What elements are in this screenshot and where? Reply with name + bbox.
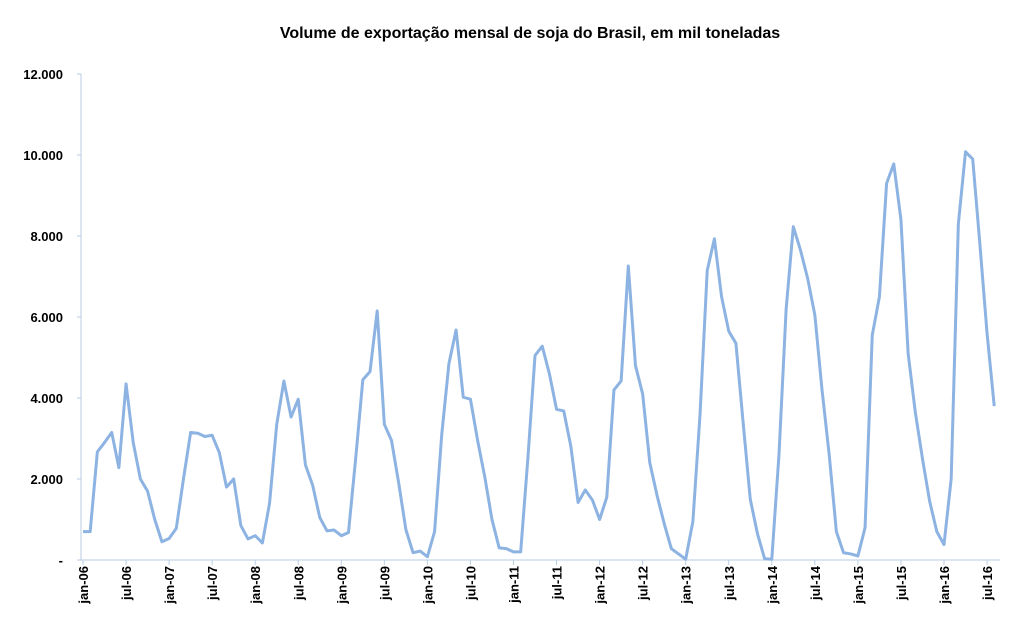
x-tick-label: jul-10 xyxy=(463,566,478,601)
x-tick-label: jan-08 xyxy=(248,566,263,605)
x-tick-label: jul-06 xyxy=(119,566,134,601)
x-tick-label: jul-12 xyxy=(636,566,651,601)
x-tick-label: jul-09 xyxy=(377,566,392,601)
y-tick-label: 10.000 xyxy=(23,148,63,163)
y-tick-label: - xyxy=(59,553,63,568)
x-tick-label: jul-15 xyxy=(894,566,909,601)
x-tick-label: jul-13 xyxy=(722,566,737,601)
x-tick-label: jan-11 xyxy=(507,566,522,604)
x-tick-label: jul-16 xyxy=(980,566,995,601)
x-tick-label: jan-07 xyxy=(162,566,177,605)
y-tick-label: 12.000 xyxy=(23,67,63,82)
y-tick-label: 2.000 xyxy=(30,472,63,487)
x-tick-label: jul-14 xyxy=(808,565,823,601)
x-tick-label: jan-14 xyxy=(765,565,780,604)
y-tick-label: 8.000 xyxy=(30,229,63,244)
data-line xyxy=(83,150,996,561)
x-tick-label: jan-09 xyxy=(334,566,349,605)
x-tick-label: jul-11 xyxy=(550,566,565,600)
x-tick-label: jan-13 xyxy=(679,566,694,605)
x-tick-label: jan-12 xyxy=(593,566,608,605)
x-tick-label: jul-08 xyxy=(291,566,306,601)
x-tick-label: jan-10 xyxy=(420,566,435,605)
x-tick-label: jan-16 xyxy=(937,566,952,605)
x-tick-label: jan-15 xyxy=(851,566,866,605)
x-tick-label: jul-07 xyxy=(205,566,220,601)
chart-title: Volume de exportação mensal de soja do B… xyxy=(280,25,780,42)
x-tick-label: jan-06 xyxy=(76,566,91,605)
y-tick-label: 4.000 xyxy=(30,391,63,406)
y-tick-label: 6.000 xyxy=(30,310,63,325)
